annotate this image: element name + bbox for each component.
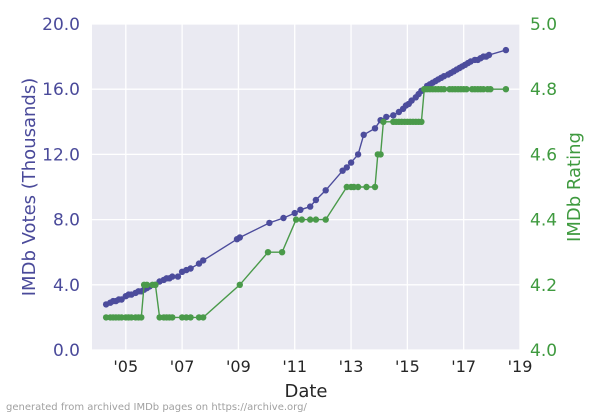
- y-right-tick-label: 5.0: [530, 15, 557, 35]
- votes-data-point: [371, 125, 379, 132]
- votes-data-point: [187, 265, 194, 272]
- votes-data-point: [297, 206, 304, 213]
- x-tick-label: '11: [282, 357, 307, 376]
- votes-data-point: [485, 51, 493, 59]
- rating-data-point: [377, 151, 384, 158]
- rating-data-point: [278, 249, 286, 256]
- votes-data-point: [236, 234, 243, 241]
- y-left-tick-label: 4.0: [53, 276, 80, 296]
- rating-data-point: [363, 183, 370, 191]
- y-left-tick-label: 12.0: [42, 145, 80, 165]
- rating-data-point: [371, 183, 379, 191]
- rating-data-point: [292, 216, 300, 223]
- x-tick-label: '19: [508, 357, 533, 376]
- y-left-tick-label: 8.0: [53, 211, 80, 231]
- rating-data-point: [312, 216, 320, 223]
- y-right-tick-label: 4.6: [530, 145, 557, 165]
- rating-data-point: [463, 86, 470, 93]
- tick-labels: 0.0 4.0 8.0 12.0 16.0 20.0 4.0 4.2 4.4 4.6 4.8 5.0 '…: [42, 15, 557, 376]
- votes-data-point: [322, 187, 329, 194]
- x-axis-label: Date: [284, 381, 327, 402]
- y-left-tick-label: 16.0: [42, 80, 80, 100]
- rating-data-point: [354, 183, 362, 191]
- rating-data-point: [143, 281, 151, 288]
- y-right-tick-label: 4.0: [530, 341, 557, 361]
- rating-data-point: [200, 314, 207, 321]
- x-tick-label: '15: [395, 357, 420, 376]
- rating-data-point: [418, 118, 425, 126]
- rating-data-point: [322, 216, 329, 223]
- y-left-axis-label: IMDb Votes (Thousands): [19, 78, 40, 297]
- y-left-tick-label: 20.0: [42, 15, 80, 35]
- series-group: [102, 46, 510, 321]
- votes-data-point: [347, 159, 355, 166]
- y-right-axis-label: IMDb Rating: [564, 132, 585, 242]
- rating-data-point: [187, 314, 194, 321]
- rating-data-point: [169, 314, 176, 321]
- rating-data-point: [307, 216, 314, 223]
- votes-data-point: [502, 46, 510, 54]
- votes-data-point: [343, 164, 350, 171]
- rating-data-point: [380, 118, 387, 126]
- rating-data-point: [440, 86, 448, 93]
- x-tick-label: '17: [451, 357, 476, 376]
- source-footnote: generated from archived IMDb pages on ht…: [6, 402, 307, 413]
- rating-data-point: [298, 216, 305, 223]
- votes-data-point: [360, 131, 367, 138]
- rating-data-point: [152, 281, 159, 288]
- x-tick-label: '09: [226, 357, 251, 376]
- votes-data-point: [312, 196, 320, 204]
- votes-data-point: [266, 219, 273, 227]
- votes-data-point: [280, 214, 287, 222]
- plot-background: [92, 24, 520, 350]
- votes-data-point: [383, 113, 390, 121]
- y-left-tick-label: 0.0: [53, 341, 80, 361]
- x-tick-label: '07: [170, 357, 195, 376]
- y-right-tick-label: 4.2: [530, 276, 557, 296]
- y-right-tick-label: 4.4: [530, 211, 557, 231]
- x-tick-label: '13: [339, 357, 364, 376]
- votes-data-point: [174, 273, 182, 280]
- rating-data-point: [236, 281, 243, 288]
- y-right-tick-label: 4.8: [530, 80, 557, 100]
- rating-data-point: [487, 86, 494, 93]
- rating-data-point: [264, 249, 272, 256]
- votes-data-point: [200, 257, 207, 264]
- rating-data-point: [502, 86, 510, 93]
- votes-data-point: [291, 209, 298, 217]
- rating-data-point: [138, 314, 145, 321]
- x-tick-label: '05: [113, 357, 138, 376]
- votes-data-point: [307, 203, 314, 210]
- votes-data-point: [390, 112, 397, 119]
- votes-data-point: [354, 151, 362, 158]
- votes-data-point: [169, 273, 176, 280]
